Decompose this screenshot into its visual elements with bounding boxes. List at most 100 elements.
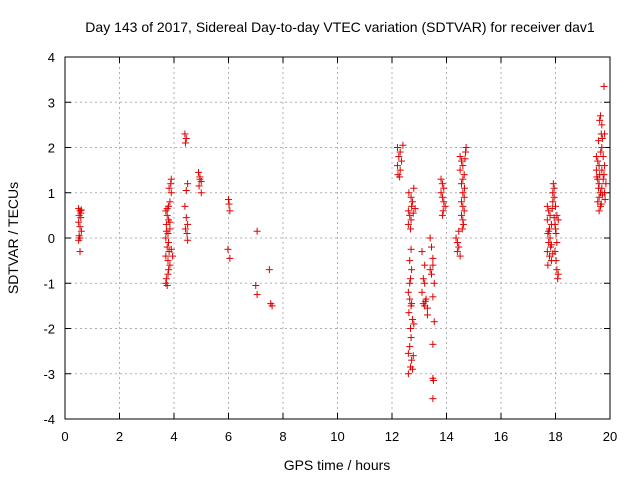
data-point (407, 245, 415, 253)
chart-title: Day 143 of 2017, Sidereal Day-to-day VTE… (85, 19, 595, 35)
data-point (598, 166, 606, 174)
data-point (411, 205, 419, 213)
data-point (409, 209, 417, 217)
data-point (423, 304, 431, 312)
data-point (462, 148, 470, 156)
data-point (407, 216, 415, 224)
data-point (75, 236, 83, 244)
data-point (167, 245, 175, 253)
data-point (409, 352, 417, 360)
data-point (421, 297, 429, 305)
data-point (598, 121, 606, 129)
data-point (441, 202, 449, 210)
data-point (543, 248, 551, 256)
data-point (549, 180, 557, 188)
data-point (455, 243, 463, 251)
data-point (398, 157, 406, 165)
data-point (554, 216, 562, 224)
data-point (182, 186, 190, 194)
data-point (453, 239, 461, 247)
data-point (439, 207, 447, 215)
data-point (440, 184, 448, 192)
data-point (169, 252, 177, 260)
data-point (253, 291, 261, 299)
y-tick-label: 1 (48, 186, 55, 201)
data-point (438, 193, 446, 201)
data-point (456, 153, 464, 161)
data-point (77, 209, 85, 217)
data-point (600, 82, 608, 90)
data-point (253, 227, 261, 235)
data-point (460, 171, 468, 179)
data-point (163, 243, 171, 251)
data-point (408, 315, 416, 323)
data-point (595, 137, 603, 145)
data-point (457, 157, 465, 165)
data-point (440, 198, 448, 206)
y-tick-label: -4 (43, 412, 55, 427)
data-point (429, 261, 437, 269)
data-point (408, 266, 416, 274)
axis-ticks (64, 56, 611, 420)
data-point (393, 144, 401, 151)
data-point (406, 295, 414, 303)
data-point (184, 180, 192, 188)
data-point (77, 206, 85, 214)
data-point (460, 207, 468, 215)
data-point (423, 311, 431, 319)
data-point (408, 300, 416, 308)
x-tick-label: 18 (548, 429, 562, 444)
data-point (553, 239, 561, 247)
data-point (458, 225, 466, 233)
data-point (457, 198, 465, 206)
data-point (77, 227, 85, 235)
data-point (163, 205, 171, 213)
data-point (421, 279, 429, 287)
data-point (596, 116, 604, 124)
x-tick-label: 14 (439, 429, 453, 444)
y-tick-label: -2 (43, 322, 55, 337)
data-point (457, 211, 465, 219)
x-tick-label: 8 (279, 429, 286, 444)
data-point (408, 356, 416, 364)
data-point (429, 254, 437, 262)
data-point (543, 202, 551, 210)
data-point (396, 166, 404, 174)
data-point (430, 279, 438, 287)
data-point (162, 252, 170, 260)
y-tick-label: -3 (43, 367, 55, 382)
data-point (184, 220, 192, 228)
data-point (404, 207, 412, 215)
data-point (599, 175, 607, 183)
data-point (595, 207, 603, 215)
data-point (265, 266, 273, 274)
data-point (407, 193, 415, 201)
data-point (428, 270, 436, 278)
data-point (166, 261, 174, 269)
data-point (406, 257, 414, 265)
data-point (166, 218, 174, 226)
data-point (396, 148, 404, 156)
data-point (404, 349, 412, 357)
data-point (196, 175, 204, 183)
data-point (75, 218, 83, 226)
data-point (165, 184, 173, 192)
data-point (182, 134, 190, 142)
data-point (551, 220, 559, 228)
data-point (548, 205, 556, 213)
data-point (396, 173, 404, 181)
data-point (163, 282, 171, 290)
data-point (546, 211, 554, 219)
data-point (459, 162, 467, 170)
y-tick-label: 4 (48, 50, 55, 65)
data-point (410, 320, 418, 328)
y-tick-label: 0 (48, 231, 55, 246)
data-point (165, 266, 173, 274)
data-point (462, 144, 470, 151)
x-tick-label: 10 (330, 429, 344, 444)
data-point (429, 340, 437, 348)
data-point (197, 189, 205, 197)
data-point (554, 275, 562, 283)
data-point (404, 370, 412, 378)
data-point (599, 153, 607, 161)
